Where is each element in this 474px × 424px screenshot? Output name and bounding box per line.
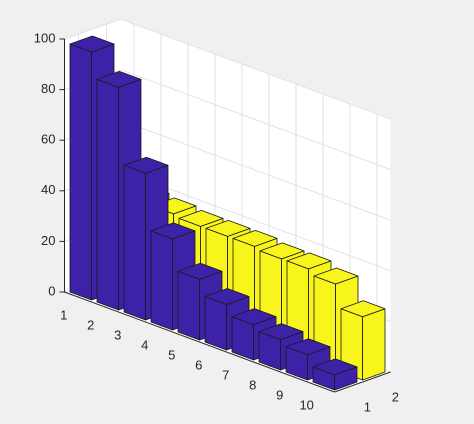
bar-top	[177, 262, 223, 280]
x-tick-label: 10	[299, 397, 313, 412]
x-tick-label: 6	[195, 357, 202, 372]
x-tick-label: 3	[114, 327, 121, 342]
bar-top	[69, 35, 115, 53]
bar-top	[258, 323, 304, 341]
bar-front	[123, 164, 147, 321]
bar-top	[313, 267, 359, 285]
bar-front	[96, 78, 119, 311]
bar-top	[205, 219, 251, 237]
bar-top	[231, 308, 277, 325]
y-tick-label: 1	[364, 399, 371, 414]
y-axis	[334, 371, 391, 393]
bar-front	[204, 296, 228, 351]
z-tick-label: 60	[41, 132, 55, 147]
x-tick-label: 2	[87, 317, 94, 332]
bar-front	[177, 270, 201, 341]
z-tick-label: 80	[41, 81, 55, 96]
bar-top	[123, 156, 169, 174]
grid-line	[120, 69, 391, 171]
bar-front	[150, 230, 174, 331]
grid-line	[120, 119, 391, 221]
bar-front	[69, 43, 92, 301]
z-tick-label: 100	[34, 30, 56, 45]
bar-top	[178, 209, 224, 227]
bar-top	[259, 242, 305, 260]
bar-top	[150, 222, 196, 240]
bar-top	[285, 338, 331, 356]
grid-line	[120, 18, 391, 120]
bar-top	[312, 358, 358, 376]
x-tick-label: 7	[222, 367, 229, 382]
y-tick-label: 2	[392, 389, 399, 404]
x-tick-label: 9	[276, 387, 283, 402]
x-tick-label: 5	[168, 347, 175, 362]
bar-top	[340, 300, 386, 318]
bar-top	[204, 288, 250, 305]
x-tick-label: 4	[141, 337, 148, 352]
bar-top	[286, 252, 332, 270]
x-tick-label: 8	[249, 377, 256, 392]
grid-line	[64, 18, 121, 40]
x-tick-label: 1	[60, 307, 67, 322]
z-tick-label: 40	[41, 182, 55, 197]
z-tick-label: 0	[48, 283, 55, 298]
bar-side	[362, 308, 386, 381]
bar-top	[96, 70, 142, 88]
bar-top	[232, 229, 278, 247]
x-axis	[64, 291, 335, 393]
z-tick-label: 20	[41, 233, 55, 248]
